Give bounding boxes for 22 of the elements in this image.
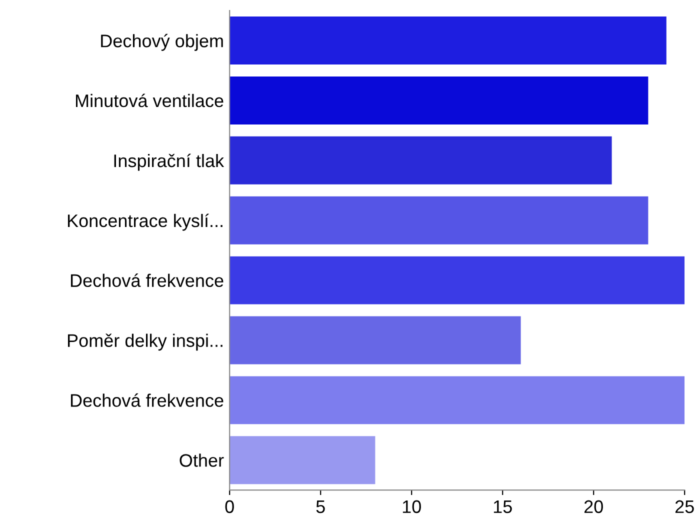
- y-tick-label: Dechový objem: [101, 34, 223, 51]
- x-tick-label: 0: [225, 500, 234, 514]
- x-tick-label: 20: [584, 500, 603, 514]
- x-tick-label: 25: [675, 500, 694, 514]
- y-tick-label: Dechová frekvence: [70, 274, 224, 288]
- y-tick-label: Dechová frekvence: [70, 393, 224, 407]
- bar: [230, 136, 612, 184]
- y-tick-label: Koncentrace kyslí...: [68, 214, 222, 231]
- x-tick-label: 10: [402, 500, 421, 514]
- bar: [230, 196, 648, 244]
- bar: [230, 16, 666, 64]
- y-tick-label: Minutová ventilace: [76, 94, 224, 108]
- bar: [230, 436, 376, 484]
- y-tick-label: Other: [180, 454, 224, 467]
- x-tick-label: 15: [494, 500, 512, 514]
- bar: [230, 316, 521, 364]
- y-tick-label: Poměr delky inspi...: [68, 334, 222, 351]
- bar: [230, 376, 685, 424]
- x-tick-label: 5: [316, 500, 325, 514]
- y-tick-label: Inspirační tlak: [114, 154, 224, 171]
- bar: [230, 256, 685, 304]
- bar: [230, 76, 648, 124]
